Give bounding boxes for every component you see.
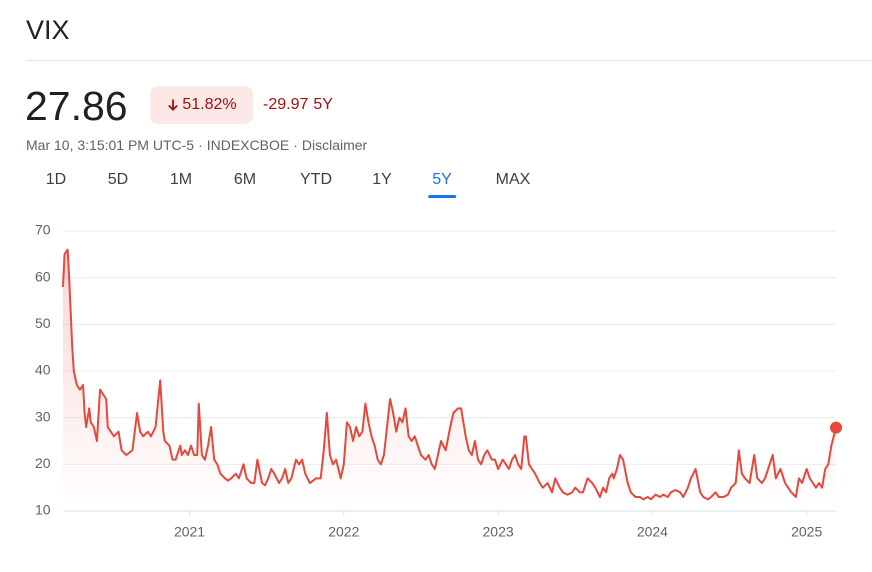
separator: · (293, 137, 298, 153)
y-tick-label: 10 (35, 502, 51, 518)
range-tab[interactable]: 6M (233, 171, 257, 188)
range-tab[interactable]: 1D (45, 171, 67, 188)
y-tick-label: 50 (35, 315, 51, 331)
meta-line: Mar 10, 3:15:01 PM UTC-5 · INDEXCBOE · Discl… (26, 137, 367, 154)
down-arrow-icon (168, 99, 179, 111)
price-line (62, 248, 837, 501)
meta-text: Mar 10, 3:15:01 PM UTC-5 (26, 137, 195, 153)
range-tabs: 1D 5D 1M 6M YTD 1Y 5Y MAX (0, 168, 600, 198)
y-tick-label: 70 (35, 222, 51, 238)
y-tick-label: 40 (35, 362, 51, 378)
change-line: -29.97 5Y (263, 95, 333, 115)
y-tick-label: 60 (35, 268, 51, 284)
change-badge: 51.82% (150, 86, 253, 124)
x-tick-label: 2021 (174, 524, 205, 540)
range-tab[interactable]: 1M (169, 171, 193, 188)
ticker-title: VIX (26, 15, 70, 45)
y-tick-label: 20 (35, 455, 51, 471)
x-tick-label: 2024 (637, 524, 668, 540)
x-tick-label: 2022 (328, 524, 359, 540)
range-tab[interactable]: YTD (300, 171, 332, 188)
range-tab[interactable]: MAX (495, 171, 531, 188)
divider (26, 60, 872, 61)
disclaimer-link[interactable]: Disclaimer (301, 137, 368, 153)
change-percent: 51.82% (182, 96, 237, 113)
meta-text: INDEXCBOE (206, 137, 290, 153)
price: 27.86 (25, 83, 128, 129)
change-value: -29.97 (263, 96, 309, 113)
range-tab[interactable]: 1Y (372, 171, 392, 188)
range-tab[interactable]: 5D (107, 171, 129, 188)
last-point (830, 421, 842, 434)
y-tick-label: 30 (35, 408, 51, 424)
range-tab[interactable]: 5Y (428, 168, 456, 198)
change-period: 5Y (313, 96, 333, 113)
x-tick-label: 2023 (483, 524, 514, 540)
separator: · (198, 137, 203, 153)
x-tick-label: 2025 (791, 524, 822, 540)
area-fill (63, 249, 836, 512)
